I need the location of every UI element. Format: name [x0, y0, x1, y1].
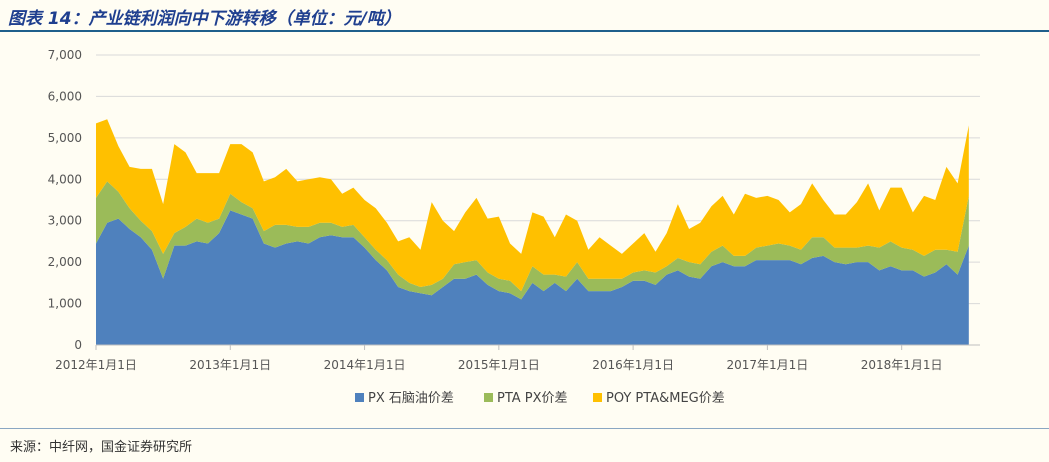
y-tick-label: 5,000	[48, 131, 82, 145]
y-tick-label: 1,000	[48, 297, 82, 311]
legend-swatch	[484, 393, 493, 402]
y-tick-label: 2,000	[48, 255, 82, 269]
chart-title: 图表 14：产业链利润向中下游转移（单位：元/吨）	[8, 9, 401, 29]
y-tick-label: 7,000	[48, 48, 82, 62]
x-tick-label: 2013年1月1日	[189, 358, 271, 372]
legend-swatch	[355, 393, 364, 402]
footer-divider	[0, 428, 1049, 429]
legend-label: POY PTA&MEG价差	[606, 391, 725, 406]
x-tick-label: 2015年1月1日	[458, 358, 540, 372]
legend-label: PTA PX价差	[497, 391, 568, 406]
x-tick-label: 2017年1月1日	[726, 358, 808, 372]
x-tick-label: 2012年1月1日	[55, 358, 137, 372]
stacked-area-chart: 0 1,000 2,000 3,000 4,000 5,000 6,000 7,000 2012…	[48, 48, 980, 406]
poy-area	[96, 119, 969, 292]
px-area	[96, 210, 969, 345]
x-tick-label: 2014年1月1日	[324, 358, 406, 372]
x-tick-label: 2016年1月1日	[592, 358, 674, 372]
y-tick-label: 6,000	[48, 89, 82, 103]
pta-area	[96, 181, 969, 300]
y-tick-label: 0	[74, 338, 82, 352]
legend-swatch	[593, 393, 602, 402]
y-tick-label: 4,000	[48, 172, 82, 186]
title-bar: 图表 14：产业链利润向中下游转移（单位：元/吨）	[0, 0, 1049, 32]
source-note: 来源：中纤网，国金证券研究所	[10, 440, 193, 455]
y-tick-label: 3,000	[48, 214, 82, 228]
legend-label: PX 石脑油价差	[368, 391, 454, 406]
x-tick-label: 2018年1月1日	[861, 358, 943, 372]
